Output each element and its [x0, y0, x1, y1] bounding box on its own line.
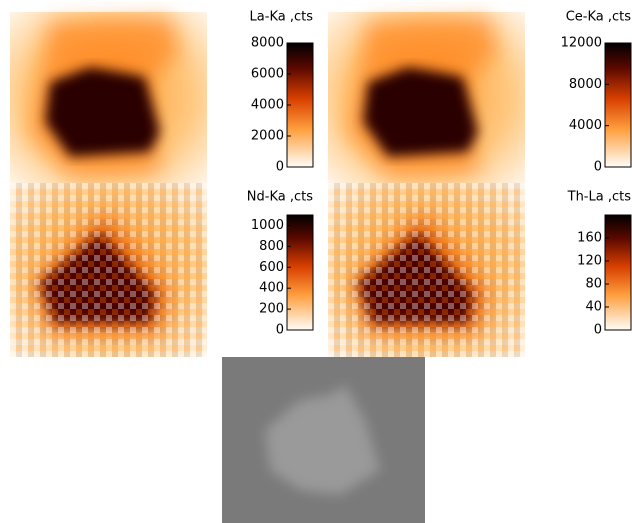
- colorbar-tick-label: 0: [594, 323, 602, 338]
- colorbar-tick-label: 8000: [569, 77, 602, 92]
- colorbar-tick-label: 0: [594, 160, 602, 175]
- element-map: [10, 183, 207, 357]
- colorbar-label: Th-La ,cts: [567, 190, 632, 205]
- colorbar-tick-label: 40: [585, 300, 602, 315]
- colorbar-tick-label: 6000: [251, 67, 284, 82]
- colorbar-label: La-Ka ,cts: [250, 10, 314, 25]
- element-map: [10, 12, 207, 183]
- sem-image: [222, 357, 425, 523]
- colorbar-tick-label: 800: [259, 239, 284, 254]
- colorbar-tick-label: 4000: [569, 118, 602, 133]
- colorbar-tick-label: 12000: [561, 36, 602, 51]
- colorbar: [605, 215, 631, 330]
- figure: La-Ka ,cts02000400060008000Ce-Ka ,cts040…: [0, 0, 632, 523]
- colorbar-tick-label: 2000: [251, 129, 284, 144]
- colorbar-tick-label: 600: [259, 260, 284, 275]
- element-map: [328, 12, 525, 183]
- colorbar: [287, 215, 313, 330]
- colorbar-tick-label: 8000: [251, 36, 284, 51]
- colorbar-tick-label: 160: [577, 231, 602, 246]
- colorbar: [605, 43, 631, 167]
- colorbar-tick-label: 120: [577, 254, 602, 269]
- colorbar-tick-label: 1000: [251, 218, 284, 233]
- element-map: [328, 183, 525, 357]
- colorbar-tick-label: 0: [276, 160, 284, 175]
- colorbar-tick-label: 200: [259, 302, 284, 317]
- colorbar-tick-label: 0: [276, 323, 284, 338]
- colorbar-tick-label: 80: [585, 277, 602, 292]
- colorbar-tick-label: 4000: [251, 98, 284, 113]
- colorbar-label: Nd-Ka ,cts: [247, 190, 313, 205]
- colorbar-tick-label: 400: [259, 281, 284, 296]
- colorbar-label: Ce-Ka ,cts: [566, 10, 632, 25]
